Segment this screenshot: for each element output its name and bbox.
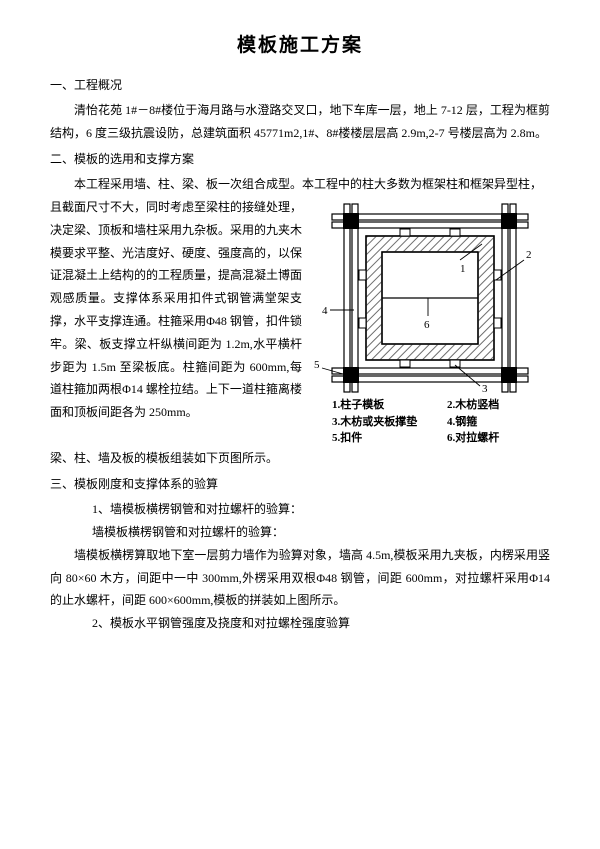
section-3-item1b: 墙模板横楞钢管和对拉螺杆的验算： [50, 521, 550, 544]
legend-3: 3.木枋或夹板撑垫 [332, 414, 447, 431]
section-3-para1: 墙模板横楞算取地下室一层剪力墙作为验算对象，墙高 4.5m,模板采用九夹板，内楞… [50, 544, 550, 612]
svg-text:2: 2 [526, 249, 532, 261]
legend-1: 1.柱子模板 [332, 397, 447, 414]
page-title: 模板施工方案 [50, 28, 550, 64]
legend-2: 2.木枋竖档 [447, 397, 499, 414]
legend-5: 5.扣件 [332, 430, 447, 447]
legend-4: 4.钢箍 [447, 414, 477, 431]
svg-text:1: 1 [460, 263, 466, 275]
section-3-item1: 1、墙模板横楞钢管和对拉螺杆的验算： [50, 498, 550, 521]
column-formwork-figure: 1 2 3 4 5 6 1.柱子模板2.木枋竖档 3.木枋或夹板撑垫4.钢箍 5… [310, 200, 550, 447]
legend-6: 6.对拉螺杆 [447, 430, 499, 447]
svg-text:4: 4 [322, 305, 328, 317]
section-3-head: 三、模板刚度和支撑体系的验算 [50, 473, 550, 496]
section-1-head: 一、工程概况 [50, 74, 550, 97]
svg-text:3: 3 [482, 383, 488, 395]
section-2-body: 本工程采用墙、柱、梁、板一次组合成型。本工程中的柱大多数为框架柱和框架异型柱， [50, 173, 550, 446]
section-1-para: 清怡花苑 1#－8#楼位于海月路与水澄路交叉口，地下车库一层，地上 7-12 层… [50, 99, 550, 145]
svg-text:6: 6 [424, 319, 430, 331]
section-2-head: 二、模板的选用和支撑方案 [50, 148, 550, 171]
section-2-para-lead: 本工程采用墙、柱、梁、板一次组合成型。本工程中的柱大多数为框架柱和框架异型柱， [50, 173, 550, 196]
svg-text:5: 5 [314, 359, 320, 371]
section-2-para2: 梁、柱、墙及板的模板组装如下页图所示。 [50, 447, 550, 470]
formwork-diagram-svg: 1 2 3 4 5 6 [310, 200, 550, 395]
figure-legend: 1.柱子模板2.木枋竖档 3.木枋或夹板撑垫4.钢箍 5.扣件6.对拉螺杆 [310, 397, 550, 447]
section-3-item2: 2、模板水平钢管强度及挠度和对拉螺栓强度验算 [50, 612, 550, 635]
